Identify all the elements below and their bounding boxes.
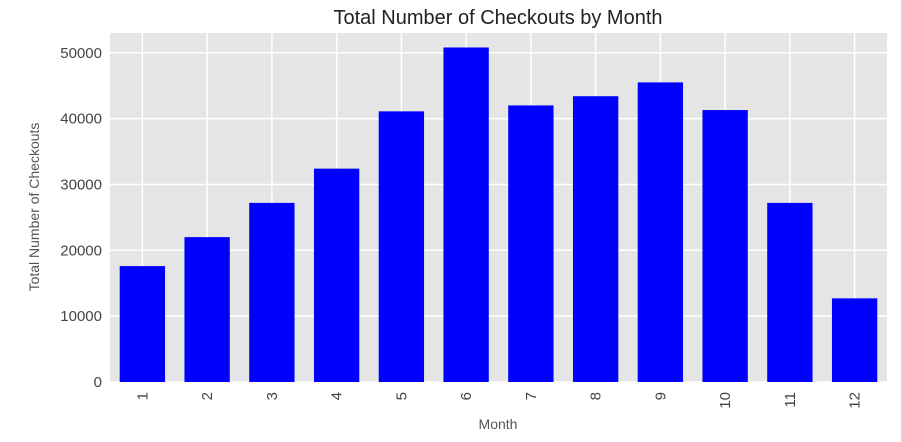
y-tick-labels: 0 10000 20000 30000 40000 50000 (60, 45, 102, 391)
bar-month-8 (572, 96, 619, 383)
x-tick-label: 4 (329, 392, 346, 400)
x-tick-label: 5 (393, 392, 410, 400)
bar-month-4 (313, 168, 360, 382)
bar-month-6 (443, 47, 489, 383)
bar-month-10 (702, 110, 748, 382)
bar-month-2 (184, 237, 230, 382)
x-tick-label: 8 (588, 392, 605, 400)
y-tick-label: 10000 (60, 308, 102, 325)
y-tick-label: 30000 (60, 176, 102, 193)
y-tick-label: 0 (94, 374, 102, 391)
bar-month-5 (378, 111, 425, 382)
plot-background (110, 33, 887, 382)
x-tick-labels: 1 2 3 4 5 6 7 8 9 10 11 12 (134, 392, 863, 409)
bar-month-3 (249, 202, 295, 382)
x-axis-label: Month (479, 416, 518, 432)
bar-month-11 (767, 202, 813, 382)
x-tick-label: 2 (199, 392, 216, 400)
x-tick-label: 6 (458, 392, 475, 400)
y-tick-label: 50000 (60, 45, 102, 62)
bar-month-12 (831, 298, 878, 382)
chart-title: Total Number of Checkouts by Month (333, 7, 662, 29)
bar-month-7 (508, 105, 554, 382)
bar-month-1 (119, 266, 166, 382)
y-axis-label: Total Number of Checkouts (26, 123, 42, 292)
y-tick-label: 40000 (60, 111, 102, 128)
bar-month-9 (637, 82, 684, 383)
y-tick-label: 20000 (60, 242, 102, 259)
x-tick-label: 1 (134, 392, 151, 400)
bars (119, 47, 878, 383)
x-tick-label: 12 (847, 392, 864, 409)
x-tick-label: 10 (717, 392, 734, 409)
x-tick-label: 9 (652, 392, 669, 400)
x-tick-label: 3 (264, 392, 281, 400)
x-tick-label: 7 (523, 392, 540, 400)
x-tick-label: 11 (782, 392, 799, 408)
